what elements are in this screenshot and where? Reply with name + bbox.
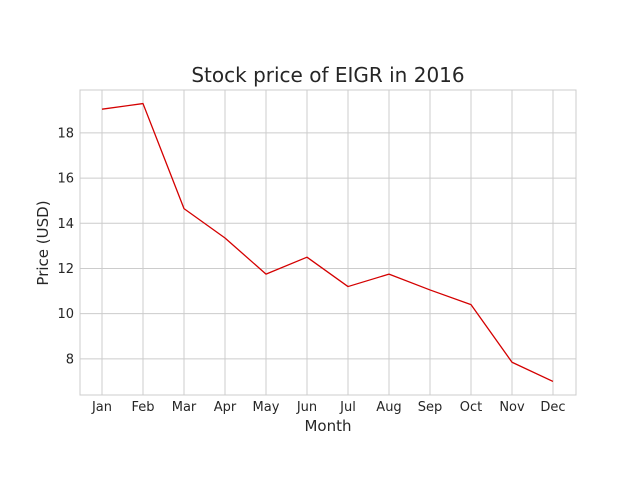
chart-title: Stock price of EIGR in 2016 xyxy=(191,63,464,87)
x-tick-label: May xyxy=(253,400,280,415)
plot-frame xyxy=(79,89,577,396)
x-tick-label: Jun xyxy=(296,400,317,415)
grid xyxy=(80,90,576,395)
y-tick-labels: 8 10 12 14 16 18 xyxy=(57,126,74,367)
y-tick-label: 16 xyxy=(57,172,74,187)
x-tick-label: Oct xyxy=(460,400,482,415)
x-axis-label: Month xyxy=(304,417,351,435)
y-tick-label: 14 xyxy=(57,217,74,232)
x-tick-label: Dec xyxy=(540,400,565,415)
x-tick-label: Mar xyxy=(172,400,197,415)
x-tick-label: Feb xyxy=(131,400,154,415)
y-tick-label: 18 xyxy=(57,126,74,141)
y-tick-label: 8 xyxy=(66,352,74,367)
y-tick-label: 10 xyxy=(57,307,74,322)
x-tick-label: Sep xyxy=(418,400,443,415)
x-tick-label: Aug xyxy=(376,400,401,415)
y-tick-label: 12 xyxy=(57,262,74,277)
x-tick-label: Nov xyxy=(499,400,525,415)
x-tick-label: Jan xyxy=(91,400,112,415)
x-tick-labels: Jan Feb Mar Apr May Jun Jul Aug Sep Oct Nov Dec xyxy=(91,400,566,415)
x-tick-label: Jul xyxy=(339,400,356,415)
y-axis-label: Price (USD) xyxy=(34,200,52,285)
series-line xyxy=(101,102,554,383)
x-tick-label: Apr xyxy=(214,400,237,415)
series-layer xyxy=(101,102,554,383)
